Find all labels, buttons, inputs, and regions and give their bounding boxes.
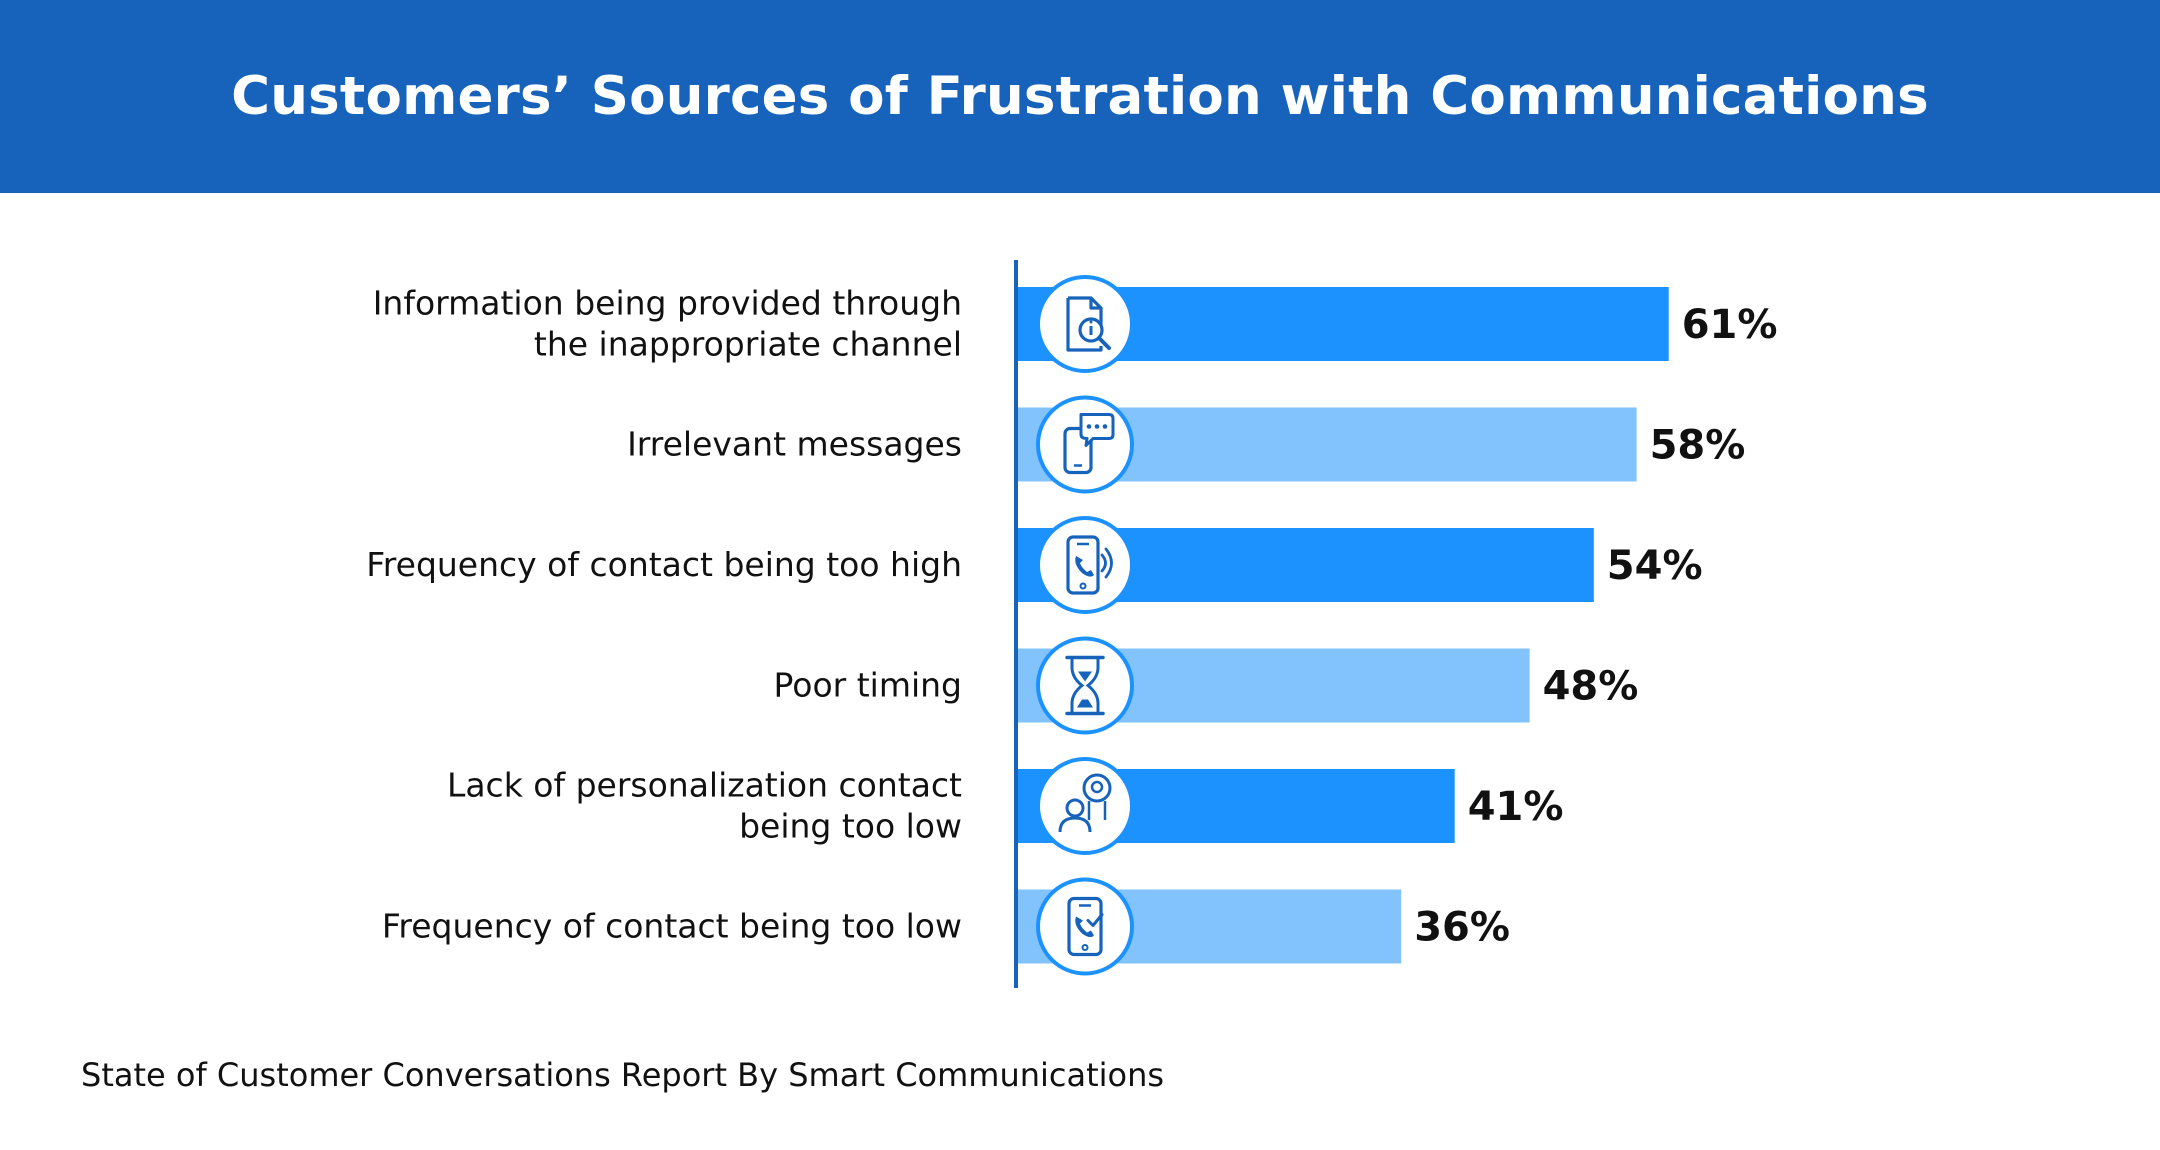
category-label-line: Lack of personalization contact (447, 766, 962, 805)
source-note: State of Customer Conversations Report B… (81, 1056, 1165, 1094)
icon-badge (1036, 636, 1134, 735)
title-banner: Customers’ Sources of Frustration with C… (0, 0, 2160, 193)
category-label-line: Information being provided through (373, 284, 962, 323)
category-label: Frequency of contact being too low (382, 907, 962, 946)
category-label: Irrelevant messages (627, 425, 962, 464)
category-label: Frequency of contact being too high (366, 545, 962, 584)
icon-badge (1036, 757, 1134, 855)
bar-chart: 61% Information being provided through the… (366, 260, 1778, 988)
category-label-line: the inappropriate channel (534, 325, 962, 364)
category-label-line: Poor timing (774, 666, 962, 705)
value-label: 58% (1650, 423, 1746, 469)
icon-badge (1036, 877, 1134, 976)
phone-call-icon (1036, 516, 1134, 614)
phone-chat-icon (1036, 395, 1134, 494)
chart-title: Customers’ Sources of Frustration with C… (231, 66, 1929, 127)
category-label-line: Frequency of contact being too high (366, 545, 962, 584)
category-label: Information being provided through the in… (373, 284, 962, 364)
value-label: 41% (1468, 784, 1564, 830)
document-search-icon (1036, 275, 1134, 373)
category-label: Lack of personalization contact being too… (447, 766, 962, 846)
value-label: 61% (1682, 302, 1778, 348)
value-label: 54% (1607, 543, 1703, 589)
value-label: 36% (1414, 905, 1510, 951)
hourglass-icon (1036, 636, 1134, 735)
value-label: 48% (1543, 664, 1639, 710)
category-label-line: Irrelevant messages (627, 425, 962, 464)
icon-badge (1036, 516, 1134, 614)
support-agent-icon (1036, 757, 1134, 855)
category-label-line: being too low (739, 807, 962, 846)
phone-check-icon (1036, 877, 1134, 976)
category-label: Poor timing (774, 666, 962, 705)
category-label-line: Frequency of contact being too low (382, 907, 962, 946)
